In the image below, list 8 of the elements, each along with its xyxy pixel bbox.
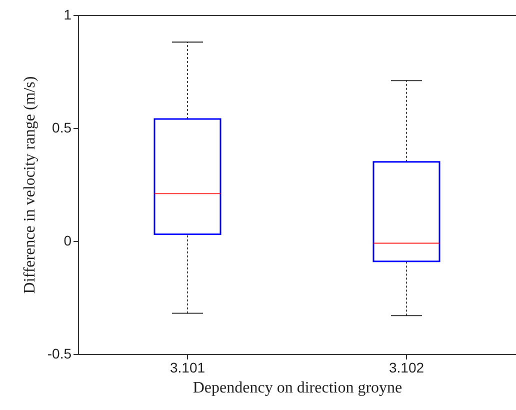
x-axis-title: Dependency on direction groyne xyxy=(192,380,402,396)
x-tick-label: 3.102 xyxy=(388,360,424,376)
y-tick-label: 1 xyxy=(64,6,72,22)
y-axis-title: Difference in velocity range (m/s) xyxy=(21,76,38,294)
y-tick-label: 0 xyxy=(64,232,72,248)
y-tick-label: 0.5 xyxy=(52,120,72,136)
x-tick-label: 3.101 xyxy=(170,360,206,376)
y-tick-label: -0.5 xyxy=(47,346,72,362)
